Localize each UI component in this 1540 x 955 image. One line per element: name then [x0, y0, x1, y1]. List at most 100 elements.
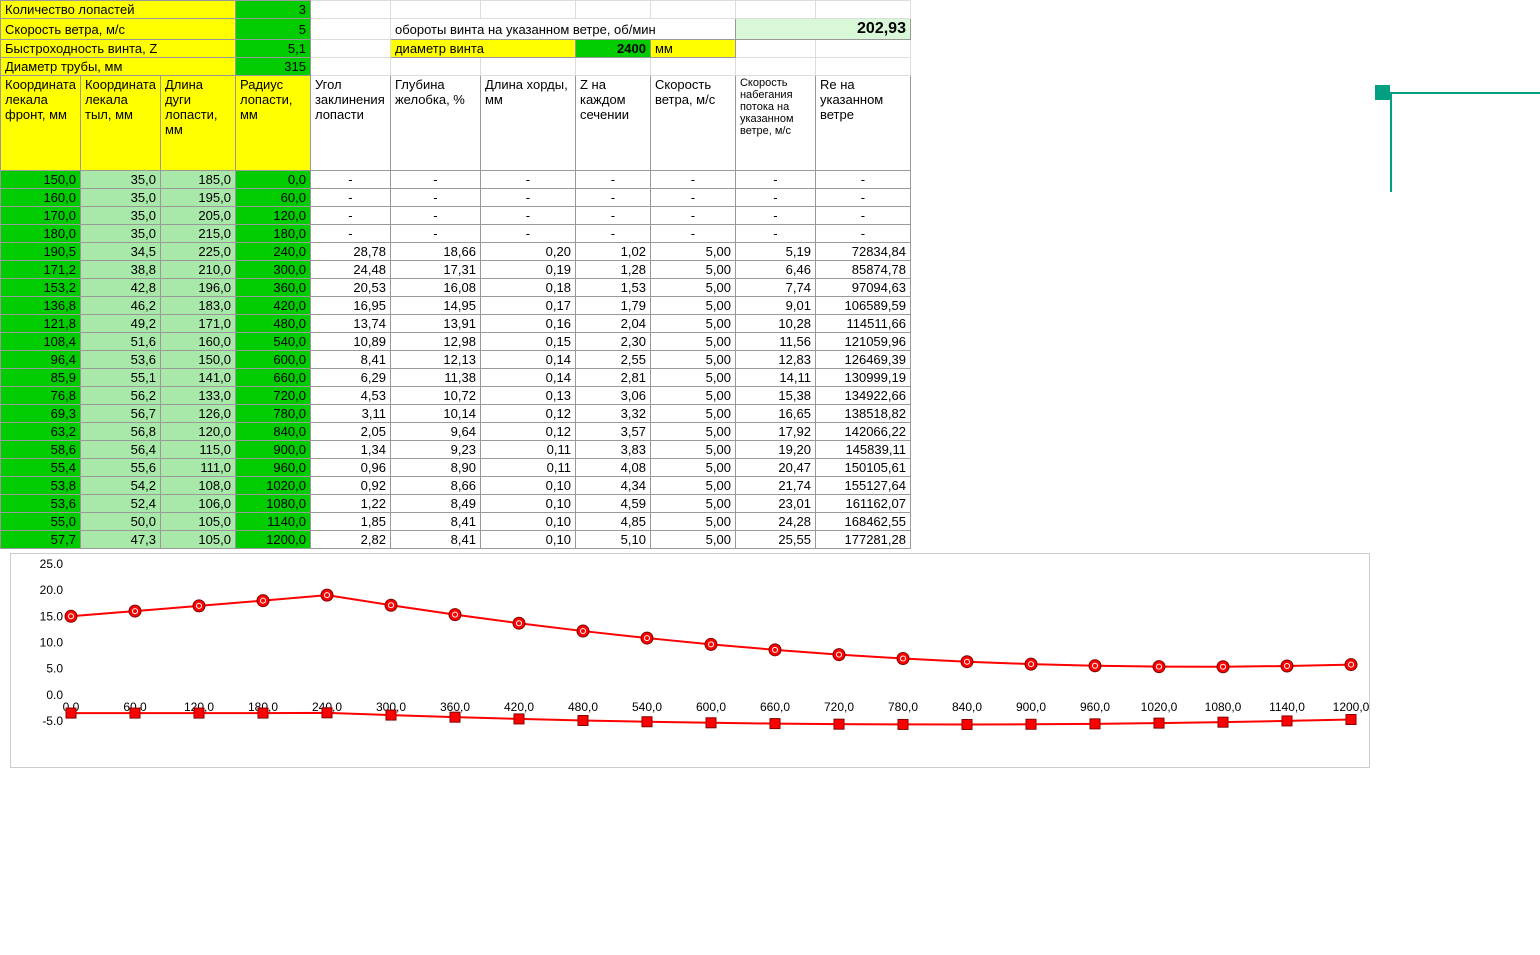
cell[interactable]: 150,0: [160, 351, 235, 369]
cell[interactable]: 5,00: [650, 261, 735, 279]
cell[interactable]: 153,2: [1, 279, 81, 297]
cell[interactable]: 0,18: [480, 279, 575, 297]
wind-speed-label[interactable]: Скорость ветра, м/с: [1, 19, 236, 40]
cell[interactable]: -: [815, 171, 910, 189]
cell[interactable]: -: [650, 225, 735, 243]
col-header-2[interactable]: Координата лекала тыл, мм: [80, 76, 160, 171]
cell[interactable]: 56,2: [80, 387, 160, 405]
cell[interactable]: 0,19: [480, 261, 575, 279]
cell[interactable]: 480,0: [235, 315, 310, 333]
cell[interactable]: 120,0: [235, 207, 310, 225]
cell[interactable]: 24,48: [310, 261, 390, 279]
cell[interactable]: 185,0: [160, 171, 235, 189]
cell[interactable]: 0,11: [480, 459, 575, 477]
cell[interactable]: 0,12: [480, 423, 575, 441]
cell[interactable]: 4,53: [310, 387, 390, 405]
cell[interactable]: 5,00: [650, 315, 735, 333]
cell[interactable]: 183,0: [160, 297, 235, 315]
cell[interactable]: 0,20: [480, 243, 575, 261]
cell[interactable]: 205,0: [160, 207, 235, 225]
cell[interactable]: 177281,28: [815, 531, 910, 549]
cell[interactable]: 4,85: [575, 513, 650, 531]
cell[interactable]: 420,0: [235, 297, 310, 315]
cell[interactable]: -: [310, 189, 390, 207]
cell[interactable]: 105,0: [160, 531, 235, 549]
cell[interactable]: 195,0: [160, 189, 235, 207]
cell[interactable]: 14,95: [390, 297, 480, 315]
cell[interactable]: 11,38: [390, 369, 480, 387]
pipe-diam-label[interactable]: Диаметр трубы, мм: [1, 58, 236, 76]
cell[interactable]: 5,19: [735, 243, 815, 261]
cell[interactable]: 8,41: [310, 351, 390, 369]
cell[interactable]: 0,11: [480, 441, 575, 459]
cell[interactable]: 5,00: [650, 297, 735, 315]
cell[interactable]: 1080,0: [235, 495, 310, 513]
blade-count-value[interactable]: 3: [235, 1, 310, 19]
cell[interactable]: -: [480, 207, 575, 225]
cell[interactable]: 35,0: [80, 189, 160, 207]
cell[interactable]: 5,10: [575, 531, 650, 549]
cell[interactable]: 5,00: [650, 477, 735, 495]
cell[interactable]: 1,79: [575, 297, 650, 315]
cell[interactable]: 126,0: [160, 405, 235, 423]
cell[interactable]: 35,0: [80, 171, 160, 189]
col-header-6[interactable]: Глубина желобка, %: [390, 76, 480, 171]
cell[interactable]: 5,00: [650, 423, 735, 441]
cell[interactable]: -: [815, 207, 910, 225]
cell[interactable]: 6,29: [310, 369, 390, 387]
cell[interactable]: -: [575, 207, 650, 225]
cell[interactable]: 18,66: [390, 243, 480, 261]
cell[interactable]: -: [815, 189, 910, 207]
cell[interactable]: 8,66: [390, 477, 480, 495]
cell[interactable]: 16,65: [735, 405, 815, 423]
cell[interactable]: 3,11: [310, 405, 390, 423]
cell[interactable]: 21,74: [735, 477, 815, 495]
cell[interactable]: 56,7: [80, 405, 160, 423]
cell[interactable]: 20,53: [310, 279, 390, 297]
wind-speed-value[interactable]: 5: [235, 19, 310, 40]
cell[interactable]: 50,0: [80, 513, 160, 531]
cell[interactable]: -: [310, 171, 390, 189]
cell[interactable]: 5,00: [650, 279, 735, 297]
cell[interactable]: -: [575, 189, 650, 207]
cell[interactable]: 190,5: [1, 243, 81, 261]
cell[interactable]: 76,8: [1, 387, 81, 405]
cell[interactable]: 5,00: [650, 387, 735, 405]
cell[interactable]: 55,4: [1, 459, 81, 477]
cell[interactable]: 0,0: [235, 171, 310, 189]
cell[interactable]: 1,34: [310, 441, 390, 459]
cell[interactable]: 160,0: [160, 333, 235, 351]
cell[interactable]: 1,53: [575, 279, 650, 297]
blade-count-label[interactable]: Количество лопастей: [1, 1, 236, 19]
cell[interactable]: -: [575, 225, 650, 243]
cell[interactable]: 540,0: [235, 333, 310, 351]
cell[interactable]: 108,0: [160, 477, 235, 495]
cell[interactable]: 5,00: [650, 333, 735, 351]
rpm-value[interactable]: 202,93: [735, 19, 910, 40]
cell[interactable]: 160,0: [1, 189, 81, 207]
cell[interactable]: 85874,78: [815, 261, 910, 279]
cell[interactable]: 210,0: [160, 261, 235, 279]
cell[interactable]: 1,85: [310, 513, 390, 531]
cell[interactable]: 9,23: [390, 441, 480, 459]
cell[interactable]: 69,3: [1, 405, 81, 423]
cell[interactable]: 136,8: [1, 297, 81, 315]
cell[interactable]: 142066,22: [815, 423, 910, 441]
cell[interactable]: 10,89: [310, 333, 390, 351]
cell[interactable]: 108,4: [1, 333, 81, 351]
cell[interactable]: 5,00: [650, 531, 735, 549]
cell[interactable]: 6,46: [735, 261, 815, 279]
cell[interactable]: -: [650, 207, 735, 225]
cell[interactable]: 138518,82: [815, 405, 910, 423]
cell[interactable]: 12,13: [390, 351, 480, 369]
cell[interactable]: 5,00: [650, 495, 735, 513]
cell[interactable]: 900,0: [235, 441, 310, 459]
cell[interactable]: 0,13: [480, 387, 575, 405]
cell[interactable]: 0,17: [480, 297, 575, 315]
cell[interactable]: 46,2: [80, 297, 160, 315]
cell[interactable]: 8,49: [390, 495, 480, 513]
cell[interactable]: 168462,55: [815, 513, 910, 531]
cell[interactable]: 10,28: [735, 315, 815, 333]
cell[interactable]: 360,0: [235, 279, 310, 297]
rotor-diam-label[interactable]: диаметр винта: [390, 40, 575, 58]
